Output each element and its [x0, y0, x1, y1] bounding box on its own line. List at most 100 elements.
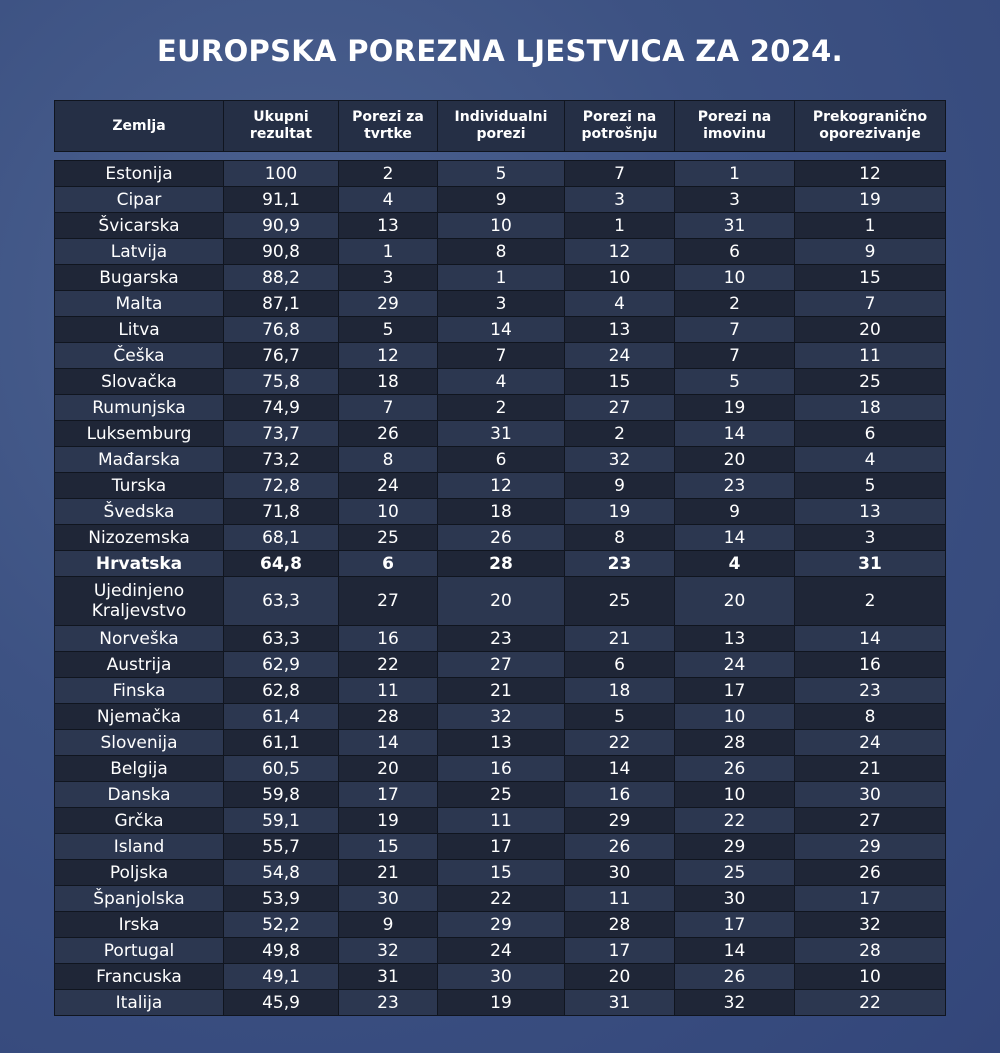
column-header: Ukupni rezultat	[223, 100, 339, 152]
value-cell: 14	[794, 625, 946, 652]
value-cell: 19	[338, 807, 438, 834]
value-cell: 20	[674, 576, 795, 626]
table-header: Zemlja Ukupni rezultat Porezi za tvrtke Ind…	[54, 100, 946, 152]
value-cell: 22	[674, 807, 795, 834]
value-cell: 45,9	[223, 989, 339, 1016]
table-row: Češka 76,7 12 7 24 7 11	[54, 342, 946, 369]
value-cell: 17	[674, 677, 795, 704]
column-header: Prekogranično oporezivanje	[794, 100, 946, 152]
value-cell: 10	[674, 264, 795, 291]
table-row: Luksemburg 73,7 26 31 2 14 6	[54, 420, 946, 447]
value-cell: 63,3	[223, 625, 339, 652]
value-cell: 7	[794, 290, 946, 317]
value-cell: 49,8	[223, 937, 339, 964]
table-row: Poljska 54,8 21 15 30 25 26	[54, 859, 946, 886]
value-cell: 10	[794, 963, 946, 990]
value-cell: 31	[338, 963, 438, 990]
value-cell: 23	[674, 472, 795, 499]
value-cell: 20	[674, 446, 795, 473]
value-cell: 61,4	[223, 703, 339, 730]
value-cell: 72,8	[223, 472, 339, 499]
table-row: Estonija 100 2 5 7 1 12	[54, 160, 946, 187]
value-cell: 15	[564, 368, 675, 395]
value-cell: 31	[674, 212, 795, 239]
value-cell: 7	[437, 342, 565, 369]
value-cell: 71,8	[223, 498, 339, 525]
value-cell: 6	[437, 446, 565, 473]
value-cell: 19	[564, 498, 675, 525]
value-cell: 10	[338, 498, 438, 525]
value-cell: 21	[437, 677, 565, 704]
value-cell: 1	[338, 238, 438, 265]
country-cell: Portugal	[54, 937, 224, 964]
value-cell: 9	[564, 472, 675, 499]
value-cell: 11	[794, 342, 946, 369]
value-cell: 10	[437, 212, 565, 239]
value-cell: 52,2	[223, 911, 339, 938]
table-row: Finska 62,8 11 21 18 17 23	[54, 677, 946, 704]
value-cell: 87,1	[223, 290, 339, 317]
value-cell: 4	[564, 290, 675, 317]
value-cell: 3	[674, 186, 795, 213]
value-cell: 14	[564, 755, 675, 782]
value-cell: 5	[437, 160, 565, 187]
country-cell: Mađarska	[54, 446, 224, 473]
value-cell: 21	[338, 859, 438, 886]
value-cell: 1	[794, 212, 946, 239]
country-cell: Švicarska	[54, 212, 224, 239]
country-cell: Francuska	[54, 963, 224, 990]
value-cell: 6	[674, 238, 795, 265]
value-cell: 27	[794, 807, 946, 834]
column-header: Porezi na imovinu	[674, 100, 795, 152]
table-row: Litva 76,8 5 14 13 7 20	[54, 316, 946, 343]
value-cell: 2	[564, 420, 675, 447]
value-cell: 6	[564, 651, 675, 678]
country-cell: Belgija	[54, 755, 224, 782]
value-cell: 10	[564, 264, 675, 291]
table-row: Francuska 49,1 31 30 20 26 10	[54, 963, 946, 990]
value-cell: 7	[338, 394, 438, 421]
value-cell: 9	[794, 238, 946, 265]
value-cell: 19	[794, 186, 946, 213]
country-cell: Slovenija	[54, 729, 224, 756]
country-cell: Estonija	[54, 160, 224, 187]
value-cell: 16	[564, 781, 675, 808]
column-header: Porezi na potrošnju	[564, 100, 675, 152]
value-cell: 73,2	[223, 446, 339, 473]
value-cell: 30	[564, 859, 675, 886]
value-cell: 100	[223, 160, 339, 187]
value-cell: 29	[564, 807, 675, 834]
country-cell: Italija	[54, 989, 224, 1016]
value-cell: 23	[437, 625, 565, 652]
value-cell: 23	[564, 550, 675, 577]
value-cell: 49,1	[223, 963, 339, 990]
value-cell: 6	[794, 420, 946, 447]
value-cell: 32	[338, 937, 438, 964]
column-header: Zemlja	[54, 100, 224, 152]
value-cell: 31	[437, 420, 565, 447]
value-cell: 15	[794, 264, 946, 291]
table-row: Malta 87,1 29 3 4 2 7	[54, 290, 946, 317]
value-cell: 29	[338, 290, 438, 317]
value-cell: 22	[437, 885, 565, 912]
value-cell: 21	[794, 755, 946, 782]
country-cell: Danska	[54, 781, 224, 808]
value-cell: 14	[338, 729, 438, 756]
value-cell: 11	[437, 807, 565, 834]
table-row: Rumunjska 74,9 7 2 27 19 18	[54, 394, 946, 421]
country-cell: Švedska	[54, 498, 224, 525]
table-row: Turska 72,8 24 12 9 23 5	[54, 472, 946, 499]
value-cell: 25	[338, 524, 438, 551]
value-cell: 30	[338, 885, 438, 912]
table-row: Latvija 90,8 1 8 12 6 9	[54, 238, 946, 265]
value-cell: 8	[564, 524, 675, 551]
value-cell: 27	[564, 394, 675, 421]
value-cell: 22	[794, 989, 946, 1016]
value-cell: 18	[564, 677, 675, 704]
value-cell: 9	[674, 498, 795, 525]
country-cell: Bugarska	[54, 264, 224, 291]
table-row: Mađarska 73,2 8 6 32 20 4	[54, 446, 946, 473]
value-cell: 2	[338, 160, 438, 187]
table-row: Cipar 91,1 4 9 3 3 19	[54, 186, 946, 213]
country-cell: Irska	[54, 911, 224, 938]
